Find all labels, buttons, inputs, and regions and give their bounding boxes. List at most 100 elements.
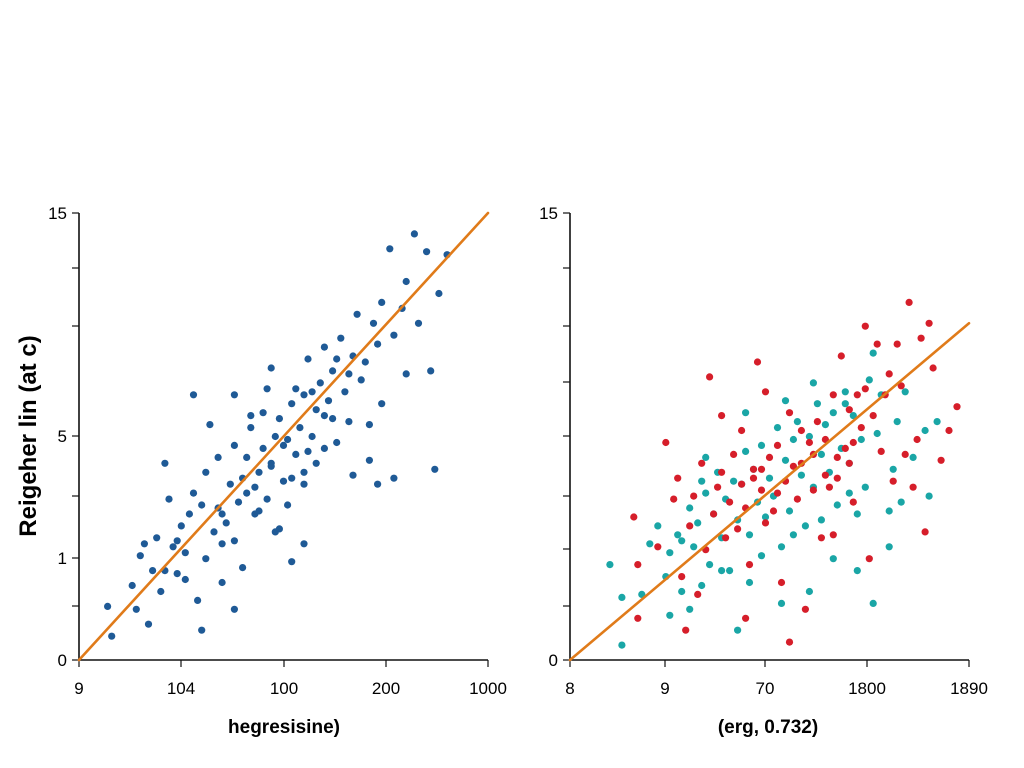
data-point [861,483,869,491]
data-point [271,432,279,441]
data-point [734,525,742,533]
data-point [889,465,897,473]
data-point [813,400,822,408]
data-point [769,507,778,515]
data-point [206,421,214,429]
data-point [682,626,690,634]
data-point [662,438,670,447]
data-point [173,570,181,578]
data-point [284,435,292,444]
data-point [284,501,292,509]
data-point [809,379,818,387]
data-point [853,391,861,399]
data-point [765,474,774,482]
data-point [177,522,185,530]
data-point [153,534,161,542]
y-tick-label: 15 [48,204,67,223]
data-point [730,450,738,458]
data-point [414,319,423,327]
data-point [853,567,861,575]
data-point [897,382,905,390]
data-point [132,605,140,613]
data-point [841,388,849,396]
regression-line [77,211,490,662]
data-point [821,421,830,429]
data-point [749,474,758,482]
data-point [773,489,782,497]
data-point [857,424,865,432]
data-point [157,587,165,596]
data-point [917,334,925,342]
data-point [686,504,694,512]
data-point [108,632,116,640]
data-point [259,444,267,452]
data-point [198,501,206,509]
data-point [789,435,798,444]
data-point [402,370,410,378]
data-point [694,519,702,527]
data-point [797,471,806,479]
data-point [742,614,750,622]
data-point [797,426,806,435]
x-tick-label: 200 [372,679,400,698]
data-point [674,531,682,539]
data-point [773,424,782,432]
data-point [329,415,337,423]
data-point [279,477,288,485]
data-point [618,593,626,602]
data-point [845,459,853,467]
data-point [202,555,210,563]
data-point [710,510,718,518]
data-point [230,537,238,545]
data-point [312,406,320,414]
data-point [345,418,353,426]
data-point [730,477,738,485]
data-point [308,432,316,441]
data-point [390,474,398,482]
data-point [247,412,255,420]
y-tick-label: 1 [58,549,67,568]
data-point [198,626,206,634]
data-point [793,418,802,426]
x-tick-label: 1800 [848,679,886,698]
data-point [320,343,328,351]
data-point [837,352,845,360]
data-point [194,596,202,605]
data-point [889,477,897,485]
data-point [288,474,296,482]
data-point [793,495,802,503]
data-point [781,397,790,405]
data-point [646,540,654,548]
data-point [324,397,333,405]
data-point [218,510,226,518]
data-point [234,498,243,506]
data-point [378,298,386,306]
x-tick-label: 1000 [469,679,507,698]
data-point [149,567,157,575]
data-point [829,391,837,399]
data-point [226,480,234,488]
x-tick-label: 9 [660,679,669,698]
data-point [423,248,431,256]
data-point [897,498,905,506]
data-point [925,319,933,327]
data-point [929,364,937,372]
data-point [251,483,259,491]
data-point [785,409,794,417]
data-point [773,441,782,449]
data-point [165,495,173,503]
data-point [698,477,706,485]
data-point [304,447,312,455]
data-point [738,426,746,435]
data-point [817,516,826,524]
data-point [714,483,722,491]
data-point [698,581,706,590]
data-point [901,450,909,458]
data-point [925,492,933,500]
data-point [678,573,686,581]
data-point [722,534,730,542]
data-point [230,605,238,613]
data-point [801,522,810,530]
data-point [829,531,837,539]
data-point [777,543,786,551]
